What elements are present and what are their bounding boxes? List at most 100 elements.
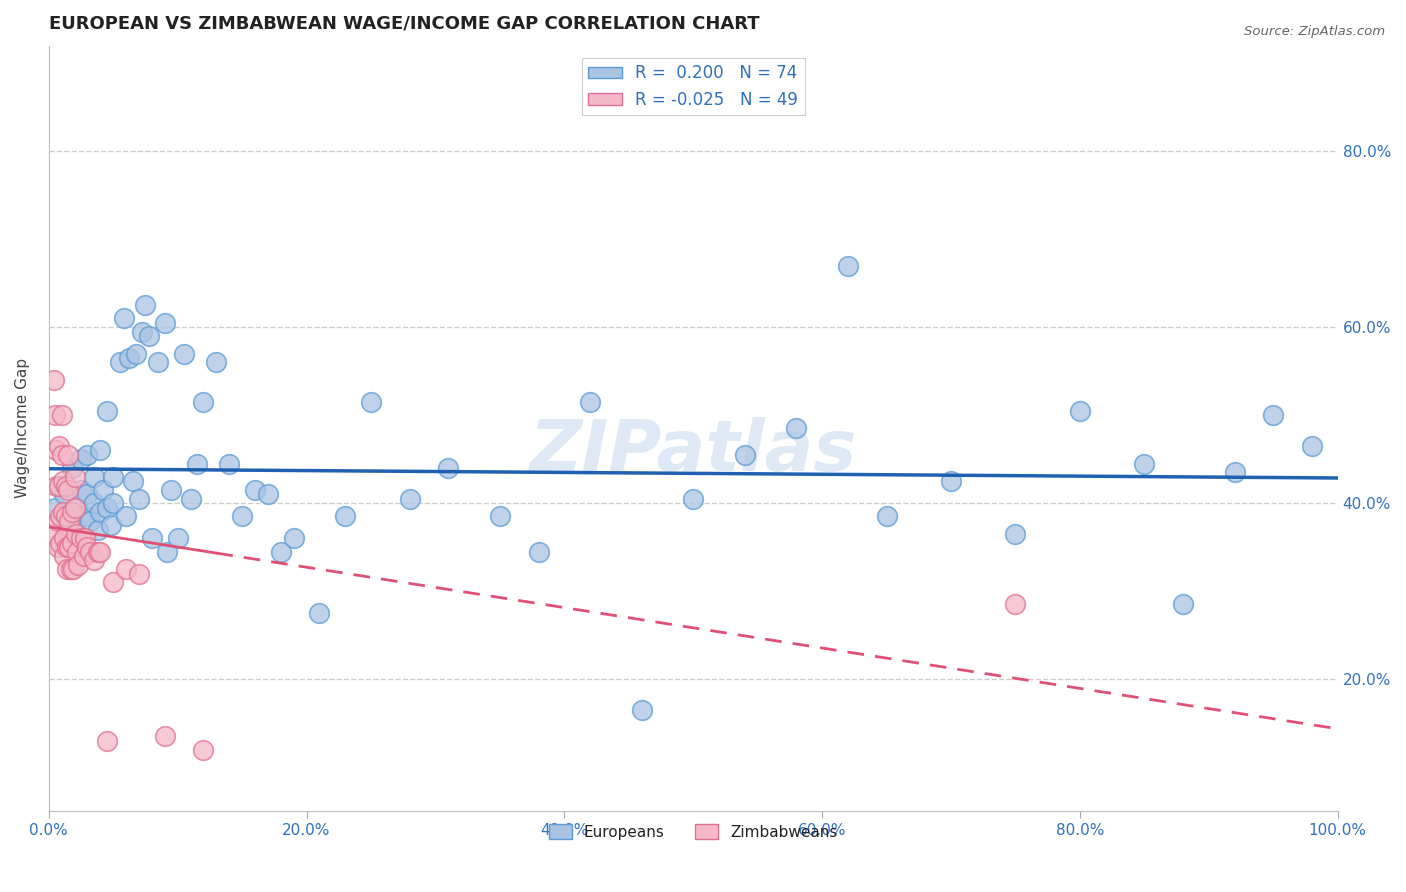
Point [76,540,98,554]
Point [270,544,292,558]
Point [283,532,305,546]
Point [103,496,125,510]
Point [53,549,76,563]
Point [48,478,70,492]
Point [51,514,73,528]
Point [87,523,110,537]
Point [46,540,69,554]
Point [45,443,67,458]
Point [53,532,76,546]
Point [89,505,111,519]
Point [108,355,131,369]
Point [939,474,962,488]
Point [60,505,83,519]
Point [70,532,93,546]
Point [148,355,170,369]
Point [79,544,101,558]
Point [141,532,163,546]
Point [89,443,111,458]
Point [52,505,75,519]
Point [160,483,183,497]
Point [153,316,176,330]
Point [103,575,125,590]
Point [115,562,138,576]
Point [63,500,86,515]
Point [205,355,228,369]
Point [128,491,150,506]
Point [96,404,118,418]
Point [96,500,118,515]
Point [70,452,93,467]
Point [51,448,73,462]
Point [67,558,90,572]
Point [138,329,160,343]
Point [134,298,156,312]
Point [48,478,70,492]
Point [579,395,602,409]
Point [360,395,382,409]
Point [180,491,202,506]
Point [59,562,82,576]
Point [1004,598,1026,612]
Point [44,409,66,423]
Point [63,470,86,484]
Point [218,457,240,471]
Point [115,509,138,524]
Point [489,509,512,524]
Point [682,491,704,506]
Point [60,461,83,475]
Point [103,470,125,484]
Point [73,532,96,546]
Point [257,487,280,501]
Point [128,566,150,581]
Point [153,730,176,744]
Point [87,544,110,558]
Point [112,311,135,326]
Point [527,544,550,558]
Point [55,478,77,492]
Point [41,527,63,541]
Point [49,509,72,524]
Point [63,518,86,533]
Point [70,483,93,497]
Point [49,536,72,550]
Point [1133,457,1156,471]
Point [76,487,98,501]
Point [56,540,79,554]
Point [91,483,114,497]
Point [51,409,73,423]
Point [876,509,898,524]
Point [83,470,105,484]
Point [56,483,79,497]
Point [193,395,215,409]
Point [46,514,69,528]
Point [56,527,79,541]
Point [398,491,420,506]
Point [96,733,118,747]
Point [1069,404,1091,418]
Point [55,509,77,524]
Point [173,346,195,360]
Point [89,544,111,558]
Point [83,553,105,567]
Point [42,373,65,387]
Y-axis label: Wage/Income Gap: Wage/Income Gap [15,359,30,499]
Text: Source: ZipAtlas.com: Source: ZipAtlas.com [1244,25,1385,38]
Point [785,421,807,435]
Point [734,448,756,462]
Point [65,527,87,541]
Point [437,461,460,475]
Point [66,544,89,558]
Point [52,474,75,488]
Point [193,742,215,756]
Point [630,703,652,717]
Point [125,346,148,360]
Point [45,478,67,492]
Point [66,500,89,515]
Point [308,606,330,620]
Point [58,514,80,528]
Point [60,536,83,550]
Point [243,483,266,497]
Point [1263,409,1285,423]
Point [79,514,101,528]
